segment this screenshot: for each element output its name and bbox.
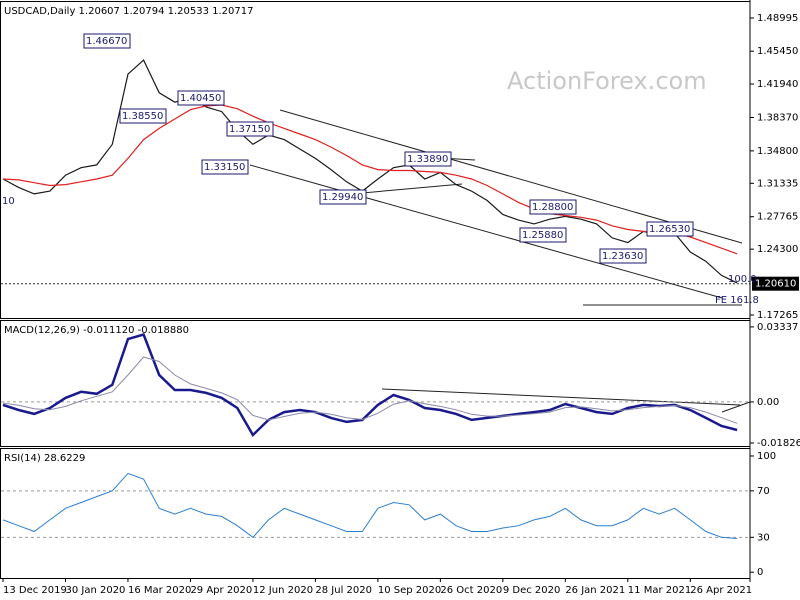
annotation-box xyxy=(83,33,131,49)
x-tick-label: 30 Jan 2020 xyxy=(65,585,125,596)
annotation-box xyxy=(119,108,167,124)
x-tick-label: 16 Mar 2020 xyxy=(128,585,191,596)
x-tick-label: 26 Oct 2020 xyxy=(440,585,502,596)
channel-lower xyxy=(249,164,723,299)
annotation-box xyxy=(319,189,367,205)
annotation-box xyxy=(529,199,577,215)
y-tick-label: 1.34800 xyxy=(757,146,798,157)
panel-title: USDCAD,Daily 1.20607 1.20794 1.20533 1.2… xyxy=(4,6,254,17)
series-line xyxy=(2,59,738,284)
y-tick-label: 1.38370 xyxy=(757,112,798,123)
y-tick-label: 1.31335 xyxy=(757,178,798,189)
annotation: 10 xyxy=(2,196,15,207)
x-tick-label: 28 Jul 2020 xyxy=(315,585,372,596)
annotation: 1.38550 xyxy=(122,111,163,122)
y-tick-label: 0.00 xyxy=(757,397,779,408)
annotation-box xyxy=(599,248,647,264)
annotation: FE 161.8 xyxy=(715,295,759,306)
y-tick-label: 0.03337 xyxy=(757,322,798,333)
annotation: 1.46670 xyxy=(86,36,127,47)
price-label: 1.20610 xyxy=(755,279,796,290)
annotation: 1.33890 xyxy=(407,154,448,165)
x-tick-label: 11 Mar 2021 xyxy=(628,585,691,596)
annotation: 1.29940 xyxy=(322,192,363,203)
annotation-box xyxy=(226,121,274,137)
x-tick-label: 13 Dec 2019 xyxy=(3,585,67,596)
series-line xyxy=(2,356,738,424)
y-tick-label: 1.48995 xyxy=(757,13,798,24)
annotation: 1.37150 xyxy=(229,124,270,135)
annotation-box xyxy=(404,151,452,167)
panel-title: RSI(14) 28.6229 xyxy=(4,453,85,464)
y-tick-label: 1.45450 xyxy=(757,46,798,57)
y-tick-label: -0.018262 xyxy=(757,438,800,449)
annotation: 1.40450 xyxy=(180,93,221,104)
x-tick-label: 29 Apr 2020 xyxy=(190,585,252,596)
x-tick-label: 12 Jun 2020 xyxy=(253,585,313,596)
annotation: 1.25880 xyxy=(522,230,563,241)
x-tick-label: 9 Dec 2020 xyxy=(503,585,561,596)
channel-upper xyxy=(279,109,743,244)
y-tick-label: 1.41940 xyxy=(757,79,798,90)
y-tick-label: 1.17265 xyxy=(757,310,798,321)
x-tick-label: 10 Sep 2020 xyxy=(378,585,441,596)
annotation: 1.23630 xyxy=(602,251,643,262)
macd-trend-line xyxy=(721,401,751,413)
watermark: ActionForex.com xyxy=(507,67,707,95)
x-tick-label: 26 Jan 2021 xyxy=(565,585,625,596)
y-tick-label: 100 xyxy=(757,451,776,462)
annotation-box xyxy=(177,90,225,106)
price-label-box xyxy=(752,276,799,291)
y-tick-label: 1.27765 xyxy=(757,212,798,223)
annotation-box xyxy=(519,227,567,243)
y-tick-label: 0 xyxy=(757,567,763,578)
y-tick-label: 1.24300 xyxy=(757,244,798,255)
x-tick-label: 26 Apr 2021 xyxy=(690,585,752,596)
series-line xyxy=(2,104,738,255)
annotation: 1.26530 xyxy=(649,224,690,235)
series-line xyxy=(2,472,738,539)
annotation: 1.28800 xyxy=(532,202,573,213)
annotation: 1.33150 xyxy=(204,162,245,173)
panel-title: MACD(12,26,9) -0.011120 -0.018880 xyxy=(4,325,189,336)
y-tick-label: 70 xyxy=(757,486,770,497)
annotation-box xyxy=(201,159,249,175)
series-line xyxy=(2,332,738,438)
annotation-box xyxy=(646,221,694,237)
y-tick-label: 30 xyxy=(757,532,770,543)
annotation: 100.0 xyxy=(728,274,757,285)
